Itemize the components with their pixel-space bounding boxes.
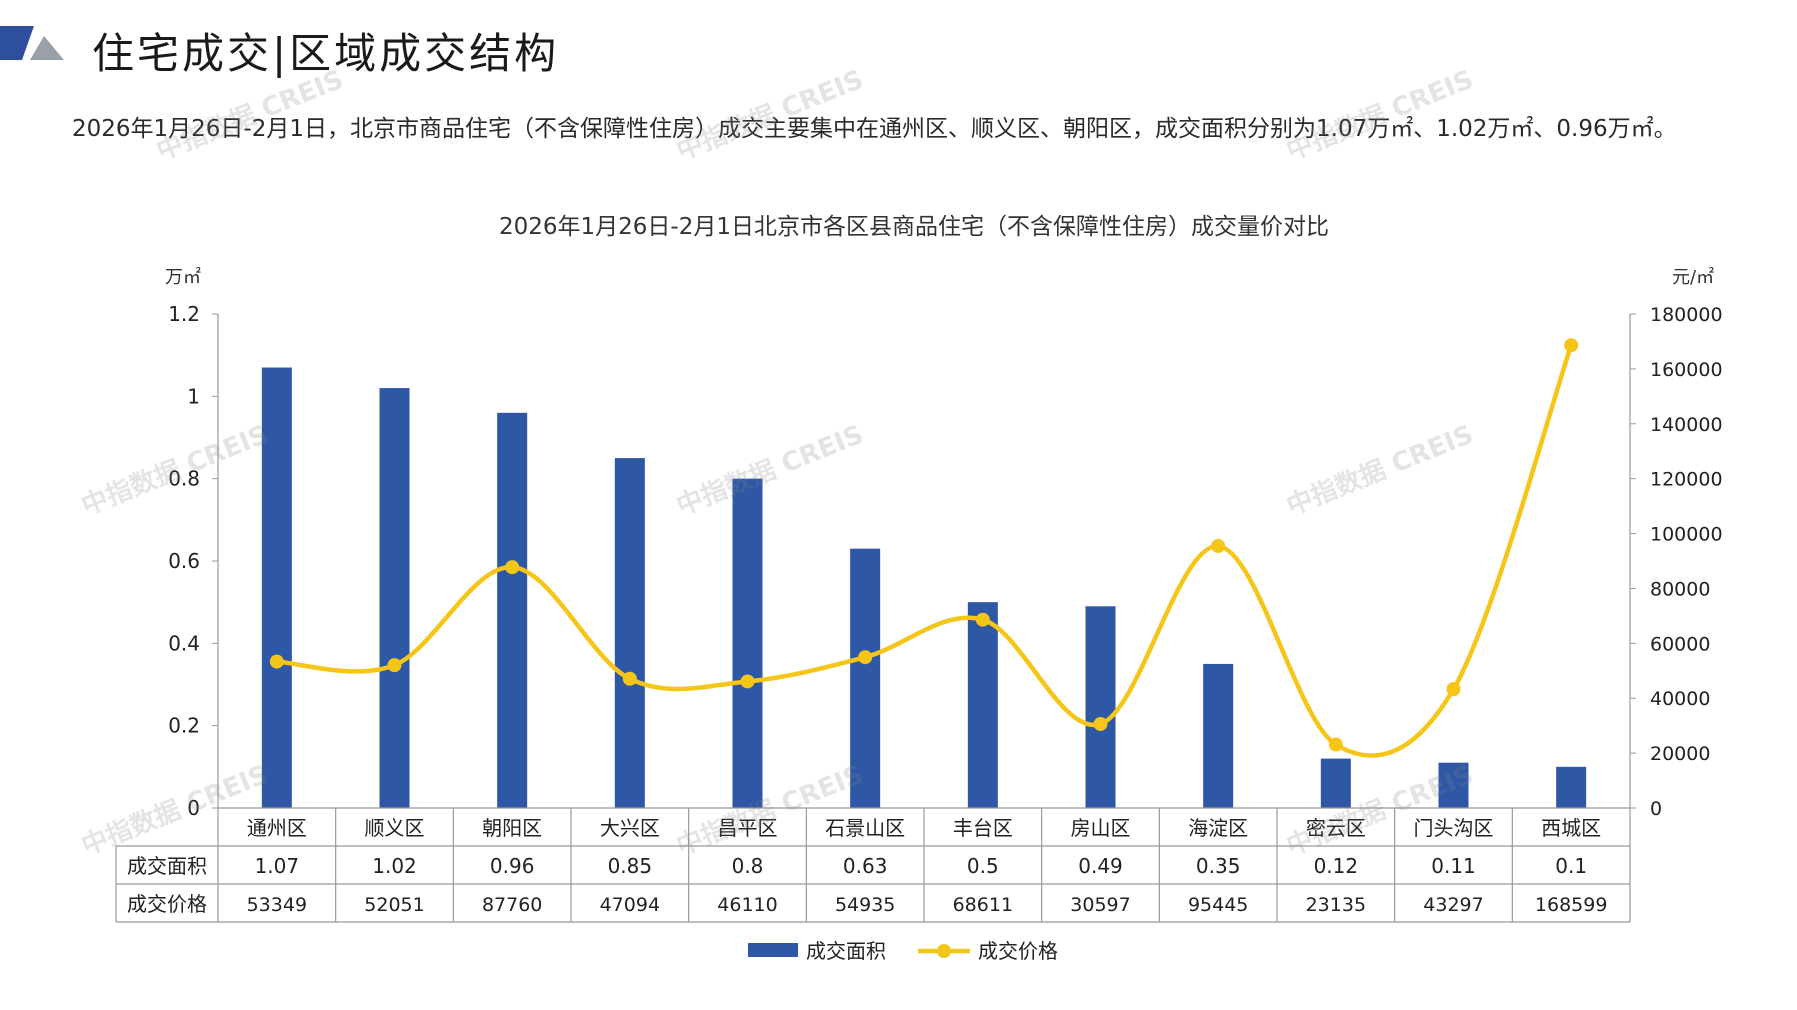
data-label: 52051 bbox=[364, 894, 424, 916]
y-right-tick-label: 180000 bbox=[1650, 304, 1723, 326]
data-label: 1.02 bbox=[372, 854, 417, 878]
data-label: 68611 bbox=[953, 894, 1013, 916]
bar bbox=[1320, 758, 1351, 808]
x-tick-label: 密云区 bbox=[1306, 816, 1366, 840]
data-label: 0.1 bbox=[1555, 854, 1587, 878]
data-label: 23135 bbox=[1306, 894, 1366, 916]
y-right-tick-label: 20000 bbox=[1650, 743, 1710, 765]
data-label: 0.11 bbox=[1431, 854, 1476, 878]
y-right-tick-label: 120000 bbox=[1650, 469, 1723, 491]
y-left-tick-label: 0 bbox=[187, 796, 200, 820]
y-left-tick-label: 1 bbox=[187, 384, 200, 408]
chart-title: 2026年1月26日-2月1日北京市各区县商品住宅（不含保障性住房）成交量价对比 bbox=[499, 214, 1329, 240]
price-point bbox=[1211, 539, 1226, 554]
price-point bbox=[858, 650, 873, 665]
bar bbox=[1085, 606, 1116, 808]
data-label: 46110 bbox=[717, 894, 777, 916]
data-label: 87760 bbox=[482, 894, 542, 916]
legend-swatch-point bbox=[937, 944, 951, 958]
price-point bbox=[1446, 682, 1461, 697]
price-point bbox=[505, 560, 520, 575]
legend-label: 成交价格 bbox=[978, 939, 1058, 963]
data-label: 0.8 bbox=[732, 854, 764, 878]
x-tick-label: 通州区 bbox=[247, 816, 307, 840]
price-point bbox=[622, 671, 637, 686]
price-point bbox=[1093, 717, 1108, 732]
bar bbox=[1556, 766, 1587, 808]
price-point bbox=[1564, 338, 1579, 353]
page-title: 住宅成交|区域成交结构 bbox=[92, 29, 560, 78]
price-line bbox=[276, 344, 1574, 758]
price-point bbox=[269, 654, 284, 669]
table-row-header: 成交面积 bbox=[127, 854, 207, 878]
price-point bbox=[387, 658, 402, 673]
price-point bbox=[975, 612, 990, 627]
y-left-tick-label: 0.6 bbox=[168, 549, 200, 573]
data-label: 1.07 bbox=[255, 854, 300, 878]
y-right-tick-label: 100000 bbox=[1650, 524, 1723, 546]
data-label: 47094 bbox=[600, 894, 660, 916]
data-label: 0.85 bbox=[608, 854, 653, 878]
x-tick-label: 顺义区 bbox=[365, 816, 425, 840]
price-point bbox=[1328, 737, 1343, 752]
data-label: 53349 bbox=[247, 894, 307, 916]
y-right-tick-label: 160000 bbox=[1650, 359, 1723, 381]
data-label: 30597 bbox=[1070, 894, 1130, 916]
data-label: 54935 bbox=[835, 894, 895, 916]
data-label: 0.96 bbox=[490, 854, 535, 878]
data-label: 95445 bbox=[1188, 894, 1248, 916]
bar bbox=[614, 458, 645, 808]
data-label: 43297 bbox=[1423, 894, 1483, 916]
data-label: 0.12 bbox=[1314, 854, 1359, 878]
y-left-tick-label: 0.2 bbox=[168, 714, 200, 738]
x-tick-label: 朝阳区 bbox=[482, 816, 542, 840]
y-right-tick-label: 0 bbox=[1650, 798, 1662, 820]
y-right-tick-label: 60000 bbox=[1650, 633, 1710, 655]
legend-swatch-bar bbox=[748, 943, 798, 957]
data-label: 0.35 bbox=[1196, 854, 1241, 878]
legend-label: 成交面积 bbox=[806, 939, 886, 963]
bar bbox=[967, 602, 998, 808]
price-point bbox=[740, 674, 755, 689]
y-right-tick-label: 140000 bbox=[1650, 414, 1723, 436]
bar bbox=[379, 388, 410, 808]
x-tick-label: 门头沟区 bbox=[1414, 816, 1494, 840]
x-tick-label: 昌平区 bbox=[718, 816, 778, 840]
data-label: 0.5 bbox=[967, 854, 999, 878]
x-tick-label: 西城区 bbox=[1541, 816, 1601, 840]
header: 住宅成交|区域成交结构 bbox=[0, 0, 1797, 100]
bar bbox=[261, 367, 292, 808]
logo-icon bbox=[0, 26, 64, 60]
x-tick-label: 石景山区 bbox=[825, 816, 905, 840]
page-description: 2026年1月26日-2月1日，北京市商品住宅（不含保障性住房）成交主要集中在通… bbox=[72, 116, 1677, 142]
y-left-unit: 万㎡ bbox=[165, 266, 201, 288]
x-tick-label: 海淀区 bbox=[1188, 816, 1248, 840]
bar bbox=[1438, 762, 1469, 808]
y-right-tick-label: 40000 bbox=[1650, 688, 1710, 710]
bar bbox=[850, 548, 881, 808]
data-label: 0.49 bbox=[1078, 854, 1123, 878]
y-left-tick-label: 0.4 bbox=[168, 631, 200, 655]
table-row-header: 成交价格 bbox=[127, 892, 207, 916]
bar bbox=[732, 478, 763, 808]
y-left-tick-label: 0.8 bbox=[168, 467, 200, 491]
bar bbox=[497, 412, 528, 808]
bar bbox=[1203, 663, 1234, 808]
y-right-tick-label: 80000 bbox=[1650, 578, 1710, 600]
x-tick-label: 大兴区 bbox=[600, 816, 660, 840]
y-right-unit: 元/㎡ bbox=[1672, 266, 1714, 288]
y-left-tick-label: 1.2 bbox=[168, 302, 200, 326]
x-tick-label: 丰台区 bbox=[953, 816, 1013, 840]
data-label: 168599 bbox=[1535, 894, 1608, 916]
x-tick-label: 房山区 bbox=[1071, 816, 1131, 840]
data-label: 0.63 bbox=[843, 854, 888, 878]
